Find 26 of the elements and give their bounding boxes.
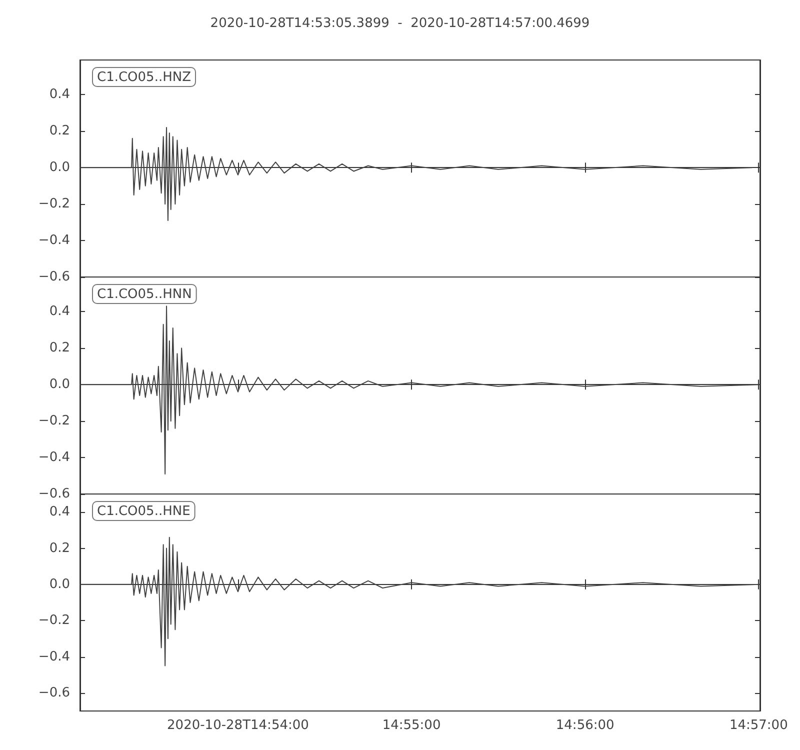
y-tick-label: 0.4 — [49, 504, 70, 520]
annotation: C1.CO05..HNN — [97, 287, 192, 302]
y-tick-label: 0.2 — [49, 540, 70, 556]
y-tick-label: −0.2 — [38, 414, 70, 429]
y-tick-label: −0.6 — [38, 486, 70, 502]
x-tick-label: 14:57:00 — [729, 718, 788, 733]
annotation: C1.CO05..HNZ — [97, 70, 192, 85]
y-tick-label: 0.2 — [49, 340, 70, 356]
y-tick-label: 0.0 — [49, 160, 70, 176]
y-tick-label: 0.0 — [49, 576, 70, 592]
x-tick-label: 14:55:00 — [382, 718, 441, 733]
y-tick-label: 0.0 — [49, 377, 70, 392]
x-tick-label: 14:56:00 — [556, 718, 614, 733]
y-tick-label: 0.2 — [49, 124, 70, 139]
y-tick-label: 0.4 — [49, 304, 70, 320]
y-tick-label: −0.4 — [38, 233, 70, 248]
x-tick-label: 2020-10-28T14:54:00 — [167, 718, 309, 733]
y-tick-label: −0.4 — [38, 450, 70, 466]
y-tick-label: −0.6 — [38, 270, 70, 284]
chart-title: 2020-10-28T14:53:05.3899 - 2020-10-28T14:57:00.4699 — [210, 16, 590, 31]
y-tick-label: 0.4 — [49, 87, 70, 102]
y-tick-label: −0.6 — [38, 685, 70, 700]
y-tick-label: −0.2 — [38, 196, 70, 212]
y-tick-label: −0.4 — [38, 649, 70, 664]
y-tick-label: −0.2 — [38, 613, 70, 628]
annotation: C1.CO05..HNE — [97, 504, 190, 519]
